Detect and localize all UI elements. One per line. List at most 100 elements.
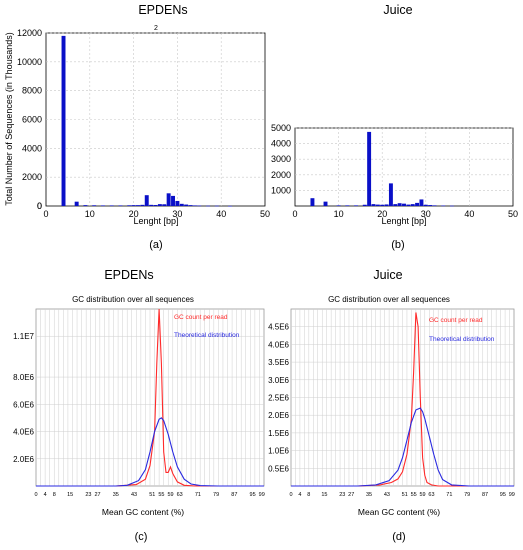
panel-a-annotation: 2 bbox=[154, 25, 158, 32]
x-tick-label: 71 bbox=[195, 492, 201, 498]
x-tick-label: 0 bbox=[289, 492, 292, 498]
bar-4 bbox=[310, 198, 315, 206]
bar-15 bbox=[109, 205, 114, 207]
panel-a-ylabel: Total Number of Sequences (in Thousands) bbox=[4, 32, 14, 205]
panel-c: EPDENs GC distribution over all sequence… bbox=[13, 268, 265, 543]
x-tick-label: 43 bbox=[384, 492, 390, 498]
bar-12 bbox=[345, 205, 350, 206]
bar-11 bbox=[92, 205, 97, 206]
bar-25 bbox=[402, 203, 406, 206]
y-tick-label: 3.5E6 bbox=[268, 358, 289, 367]
y-tick-label: 1000 bbox=[271, 185, 291, 195]
y-tick-label: 2.0E6 bbox=[13, 455, 34, 464]
bar-35 bbox=[197, 205, 202, 207]
y-tick-label: 2000 bbox=[22, 172, 42, 182]
y-tick-label: 4.0E6 bbox=[268, 340, 289, 349]
bar-22 bbox=[388, 183, 393, 206]
x-tick-label: 50 bbox=[260, 209, 270, 219]
y-tick-label: 2.5E6 bbox=[268, 394, 289, 403]
y-tick-label: 2000 bbox=[271, 170, 291, 180]
x-tick-label: 35 bbox=[366, 492, 372, 498]
bar-42 bbox=[227, 205, 232, 207]
x-tick-label: 23 bbox=[339, 492, 345, 498]
x-tick-label: 15 bbox=[67, 492, 73, 498]
y-tick-label: 1.5E6 bbox=[268, 429, 289, 438]
legend-entry-theoretical: Theoretical distribution bbox=[174, 332, 240, 339]
bar-26 bbox=[406, 204, 411, 206]
panel-b-title: Juice bbox=[383, 3, 412, 17]
y-tick-label: 1.1E7 bbox=[13, 332, 34, 341]
legend-entry-theoretical: Theoretical distribution bbox=[429, 336, 495, 343]
x-tick-label: 59 bbox=[167, 492, 173, 498]
x-tick-label: 10 bbox=[334, 209, 344, 219]
bar-27 bbox=[410, 204, 415, 206]
x-tick-label: 43 bbox=[131, 492, 137, 498]
y-tick-label: 0.5E6 bbox=[268, 464, 289, 473]
bar-17 bbox=[367, 131, 372, 206]
series-line-gc-count bbox=[36, 308, 264, 487]
panel-d-xlabel: Mean GC content (%) bbox=[358, 507, 440, 517]
x-tick-label: 55 bbox=[158, 492, 164, 498]
bar-30 bbox=[423, 204, 428, 206]
legend-entry-gc-count: GC count per read bbox=[429, 317, 483, 324]
x-tick-label: 51 bbox=[149, 492, 155, 498]
bar-21 bbox=[384, 204, 389, 206]
bar-28 bbox=[415, 202, 420, 206]
bar-16 bbox=[362, 204, 367, 206]
y-tick-label: 6.0E6 bbox=[13, 400, 34, 409]
bar-14 bbox=[354, 205, 359, 206]
x-tick-label: 27 bbox=[348, 492, 354, 498]
x-tick-label: 87 bbox=[231, 492, 237, 498]
bar-27 bbox=[162, 204, 167, 206]
bar-34 bbox=[441, 205, 446, 207]
x-tick-label: 59 bbox=[420, 492, 426, 498]
bar-32 bbox=[184, 204, 189, 206]
bar-28 bbox=[166, 193, 171, 206]
bar-26 bbox=[157, 204, 162, 206]
y-tick-label: 0 bbox=[37, 201, 42, 211]
x-tick-label: 40 bbox=[216, 209, 226, 219]
y-tick-label: 4000 bbox=[271, 139, 291, 149]
series-line-gc-count bbox=[291, 312, 514, 487]
y-tick-label: 2.0E6 bbox=[268, 411, 289, 420]
x-tick-label: 63 bbox=[177, 492, 183, 498]
x-tick-label: 10 bbox=[85, 209, 95, 219]
y-tick-label: 3000 bbox=[271, 154, 291, 164]
bar-22 bbox=[140, 204, 145, 206]
panel-b-xlabel: Lenght [bp] bbox=[381, 216, 426, 226]
bar-4 bbox=[61, 35, 66, 207]
x-tick-label: 71 bbox=[446, 492, 452, 498]
y-tick-label: 4.5E6 bbox=[268, 323, 289, 332]
x-tick-label: 51 bbox=[402, 492, 408, 498]
bar-29 bbox=[171, 195, 175, 206]
y-tick-label: 1.0E6 bbox=[268, 447, 289, 456]
bar-19 bbox=[375, 204, 380, 206]
bar-31 bbox=[179, 203, 184, 206]
bar-21 bbox=[136, 205, 140, 206]
bar-20 bbox=[131, 205, 136, 206]
bar-25 bbox=[153, 204, 158, 206]
panel-c-subtitle: GC distribution over all sequences bbox=[72, 295, 194, 304]
x-tick-label: 30 bbox=[421, 209, 431, 219]
x-tick-label: 79 bbox=[213, 492, 219, 498]
bar-39 bbox=[214, 205, 219, 207]
bar-31 bbox=[428, 205, 433, 206]
x-tick-label: 20 bbox=[377, 209, 387, 219]
y-tick-label: 8000 bbox=[22, 86, 42, 96]
bar-24 bbox=[397, 203, 402, 206]
x-tick-label: 99 bbox=[259, 492, 265, 498]
x-tick-label: 4 bbox=[44, 492, 47, 498]
panel-b-label: (b) bbox=[391, 239, 404, 251]
bar-7 bbox=[323, 201, 328, 206]
x-tick-label: 0 bbox=[34, 492, 37, 498]
y-tick-label: 12000 bbox=[17, 28, 42, 38]
x-tick-label: 8 bbox=[307, 492, 310, 498]
bar-29 bbox=[419, 199, 424, 206]
x-tick-label: 23 bbox=[85, 492, 91, 498]
bar-33 bbox=[188, 205, 193, 206]
panel-a: EPDENs 2 0 10 20 30 40 50 0 2000 4000 6000 8000 100… bbox=[4, 3, 270, 251]
x-tick-label: 99 bbox=[509, 492, 515, 498]
bar-20 bbox=[380, 204, 385, 206]
x-tick-label: 4 bbox=[298, 492, 301, 498]
panel-c-title: EPDENs bbox=[104, 268, 153, 282]
